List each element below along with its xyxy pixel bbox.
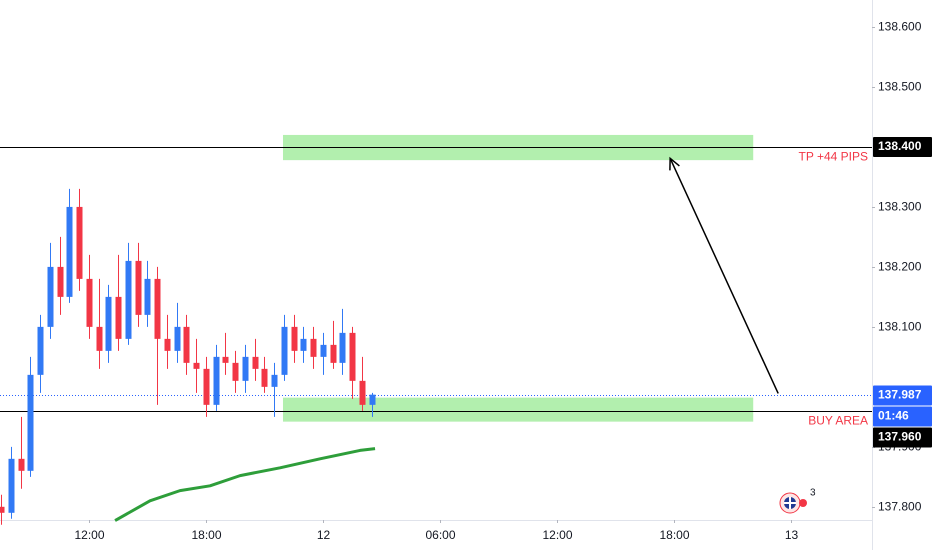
x-tick-label: 13 [785, 528, 799, 542]
level-label-box [873, 136, 932, 157]
y-tick-label: 138.300 [878, 200, 922, 214]
badge-dot [799, 499, 807, 507]
candle-body [86, 278, 93, 327]
candle-body [125, 260, 132, 339]
candle-body [203, 368, 210, 405]
candle-body [66, 206, 73, 297]
level-label: 137.960 [878, 430, 922, 444]
candle-body [271, 374, 278, 387]
candle-body [291, 326, 298, 351]
candle-body [164, 338, 171, 351]
candle-body [8, 458, 15, 513]
candle-body [18, 458, 25, 471]
candle-body [115, 296, 122, 339]
x-tick-label: 06:00 [425, 528, 455, 542]
candle-body [242, 356, 249, 381]
candle-body [174, 326, 181, 351]
current-price-label: 137.987 [878, 388, 922, 402]
candle-body [330, 344, 337, 363]
arrow-head [669, 156, 680, 171]
zone [282, 397, 754, 422]
y-tick-label: 138.100 [878, 320, 922, 334]
candle-body [0, 506, 5, 513]
level-label: 138.400 [878, 139, 922, 153]
current-price-label-box [873, 385, 932, 406]
x-tick-label: 18:00 [659, 528, 689, 542]
y-tick-label: 138.200 [878, 260, 922, 274]
level-note: TP +44 PIPS [799, 150, 869, 164]
candle-body [349, 332, 356, 381]
countdown: 01:46 [878, 409, 909, 423]
candle-body [47, 266, 54, 327]
badge-count: 3 [810, 488, 816, 499]
candle-body [193, 362, 200, 369]
candle-body [27, 374, 34, 471]
candle-body [281, 326, 288, 375]
candle-body [310, 338, 317, 357]
candle-body [154, 278, 161, 339]
level-label-box [873, 427, 932, 448]
countdown-box [873, 406, 932, 427]
candle-body [213, 356, 220, 405]
candle-body [144, 278, 151, 315]
candle-body [252, 356, 259, 369]
y-tick-label: 138.500 [878, 80, 922, 94]
candle-body [57, 266, 64, 297]
level-note: BUY AREA [808, 414, 868, 428]
arrow [669, 158, 779, 394]
candle-body [232, 362, 239, 381]
x-tick-label: 12 [317, 528, 331, 542]
candle-body [369, 394, 376, 405]
candle-body [37, 326, 44, 375]
candle-body [183, 326, 190, 363]
candle-body [76, 206, 83, 279]
y-tick-label: 137.800 [878, 500, 922, 514]
x-tick-label: 12:00 [74, 528, 104, 542]
x-tick-label: 12:00 [542, 528, 572, 542]
candle-body [300, 338, 307, 351]
candle-body [96, 326, 103, 351]
candle-body [261, 368, 268, 387]
candle-body [222, 356, 229, 363]
candle-body [320, 344, 327, 357]
candle-body [359, 380, 366, 405]
candle-body [339, 332, 346, 363]
y-tick-label: 138.600 [878, 20, 922, 34]
candle-body [105, 296, 112, 351]
x-tick-label: 18:00 [191, 528, 221, 542]
candle-body [135, 260, 142, 315]
moving-average [114, 447, 376, 522]
